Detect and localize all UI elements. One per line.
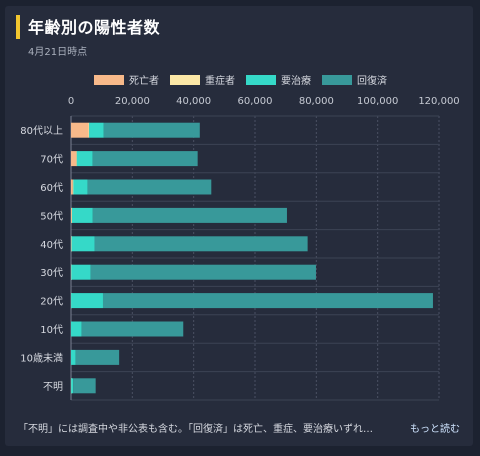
y-tick-label: 10歳未満 bbox=[20, 352, 63, 364]
x-tick-label: 100,000 bbox=[357, 96, 398, 107]
legend-swatch bbox=[170, 74, 200, 85]
y-tick-label: 50代 bbox=[40, 210, 63, 222]
bar-segment bbox=[81, 321, 184, 337]
footer-note: 「不明」には調査中や非公表も含む。「回復済」は死亡、重症、要治療いずれ… bbox=[18, 424, 373, 435]
y-tick-label: 30代 bbox=[40, 267, 63, 279]
bar-segment bbox=[92, 151, 198, 167]
y-tick-label: 40代 bbox=[40, 239, 63, 251]
bar-segment bbox=[71, 122, 89, 138]
bar-segment bbox=[73, 179, 88, 195]
bar-segment bbox=[88, 122, 90, 138]
y-tick-label: 不明 bbox=[43, 381, 63, 393]
bar-segment bbox=[76, 151, 78, 167]
x-tick-label: 40,000 bbox=[176, 96, 211, 107]
legend-swatch bbox=[94, 74, 124, 85]
bar-segment bbox=[103, 122, 200, 138]
bar-segment bbox=[71, 378, 74, 394]
legend-label: 回復済 bbox=[357, 76, 387, 87]
y-tick-label: 10代 bbox=[40, 324, 63, 336]
bar-segment bbox=[75, 349, 120, 365]
bar-segment bbox=[102, 293, 433, 309]
bar-segment bbox=[71, 293, 103, 309]
legend-swatch bbox=[322, 74, 352, 85]
bar-segment bbox=[89, 122, 104, 138]
bar-segment bbox=[71, 236, 95, 252]
read-more-link[interactable]: もっと読む bbox=[410, 424, 460, 435]
bar-segment bbox=[71, 349, 76, 365]
legend-item[interactable]: 死亡者 bbox=[94, 72, 159, 87]
legend-item[interactable]: 回復済 bbox=[322, 72, 387, 87]
title-accent-bar bbox=[16, 15, 20, 39]
legend-label: 要治療 bbox=[281, 76, 311, 87]
bar-segment bbox=[72, 179, 74, 195]
x-tick-label: 120,000 bbox=[418, 96, 459, 107]
footer-note-row: 「不明」には調査中や非公表も含む。「回復済」は死亡、重症、要治療いずれ… もっと… bbox=[18, 420, 468, 435]
legend-item[interactable]: 重症者 bbox=[170, 72, 235, 87]
x-tick-label: 60,000 bbox=[238, 96, 273, 107]
bar-segment bbox=[71, 151, 77, 167]
y-tick-label: 80代以上 bbox=[20, 125, 63, 137]
legend-item[interactable]: 要治療 bbox=[246, 72, 311, 87]
bar-segment bbox=[94, 236, 308, 252]
x-tick-label: 20,000 bbox=[115, 96, 150, 107]
y-tick-label: 70代 bbox=[40, 154, 63, 166]
legend-swatch bbox=[246, 74, 276, 85]
bar-segment bbox=[71, 321, 82, 337]
chart-legend: 死亡者 重症者 要治療 回復済 bbox=[94, 72, 398, 87]
legend-label: 重症者 bbox=[205, 76, 235, 87]
legend-label: 死亡者 bbox=[129, 76, 159, 87]
chart-panel bbox=[5, 6, 473, 446]
x-tick-label: 0 bbox=[68, 96, 74, 107]
bar-segment bbox=[92, 207, 287, 223]
chart-title: 年齢別の陽性者数 bbox=[28, 18, 161, 37]
chart-subtitle: 4月21日時点 bbox=[28, 47, 88, 58]
bar-segment bbox=[71, 264, 91, 280]
y-tick-label: 20代 bbox=[40, 296, 63, 308]
bar-segment bbox=[71, 179, 73, 195]
bar-segment bbox=[73, 378, 96, 394]
bar-segment bbox=[87, 179, 212, 195]
bar-segment bbox=[90, 264, 316, 280]
bar-segment bbox=[76, 151, 93, 167]
x-tick-label: 80,000 bbox=[299, 96, 334, 107]
y-tick-label: 60代 bbox=[40, 182, 63, 194]
bar-segment bbox=[71, 207, 93, 223]
bar-segment bbox=[71, 207, 72, 223]
